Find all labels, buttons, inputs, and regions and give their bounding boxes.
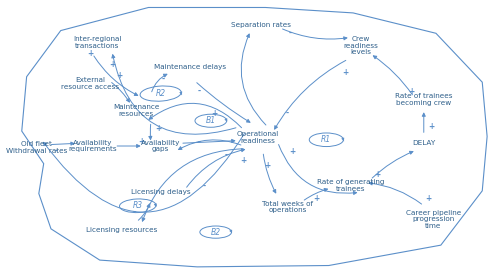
- Text: B1: B1: [206, 116, 216, 125]
- Text: +: +: [374, 170, 380, 179]
- Text: Rate of trainees
becoming crew: Rate of trainees becoming crew: [395, 93, 452, 106]
- Text: +: +: [264, 161, 271, 170]
- Text: +: +: [289, 147, 296, 156]
- Text: +: +: [426, 194, 432, 203]
- Text: Separation rates: Separation rates: [230, 22, 290, 28]
- Text: +: +: [342, 68, 349, 77]
- Text: +: +: [116, 71, 122, 80]
- Text: -: -: [203, 182, 206, 191]
- Text: B2: B2: [210, 228, 221, 237]
- Text: -: -: [132, 208, 136, 217]
- Text: -: -: [198, 87, 201, 96]
- Text: Inter-regional
transactions: Inter-regional transactions: [73, 36, 122, 49]
- Text: Availability
gaps: Availability gaps: [141, 140, 180, 152]
- Text: Licensing delays: Licensing delays: [131, 189, 190, 195]
- Text: Rate of generating
trainees: Rate of generating trainees: [317, 179, 384, 192]
- Text: +: +: [408, 87, 414, 96]
- Text: Crew
readiness
levels: Crew readiness levels: [343, 36, 378, 55]
- Text: -: -: [162, 75, 164, 84]
- Text: Total weeks of
operations: Total weeks of operations: [262, 201, 313, 213]
- Text: R3: R3: [132, 201, 143, 210]
- Text: -: -: [198, 137, 201, 146]
- Text: +: +: [240, 156, 246, 165]
- Text: -: -: [54, 147, 58, 156]
- Text: Maintenance
resources: Maintenance resources: [113, 104, 160, 117]
- Text: +: +: [155, 124, 162, 133]
- Text: +: +: [87, 49, 93, 58]
- Text: R2: R2: [156, 89, 166, 98]
- Text: External
resource access: External resource access: [61, 77, 119, 90]
- Text: +: +: [428, 123, 434, 132]
- Text: -: -: [286, 109, 289, 118]
- Text: -: -: [225, 151, 228, 160]
- Text: Operational
readiness: Operational readiness: [237, 132, 279, 144]
- Text: Old fleet
Withdrawal rates: Old fleet Withdrawal rates: [6, 141, 67, 154]
- Text: +: +: [138, 137, 144, 146]
- Text: DELAY: DELAY: [412, 140, 436, 146]
- Text: +: +: [211, 109, 218, 118]
- Text: Career pipeline
progression
time: Career pipeline progression time: [406, 210, 461, 229]
- Text: R1: R1: [322, 135, 332, 144]
- Text: Licensing resources: Licensing resources: [86, 227, 158, 233]
- Text: +: +: [109, 60, 115, 69]
- Text: +: +: [314, 194, 320, 203]
- Text: Maintenance delays: Maintenance delays: [154, 64, 226, 70]
- Text: Availability
requirements: Availability requirements: [68, 140, 116, 152]
- Text: -: -: [288, 29, 292, 38]
